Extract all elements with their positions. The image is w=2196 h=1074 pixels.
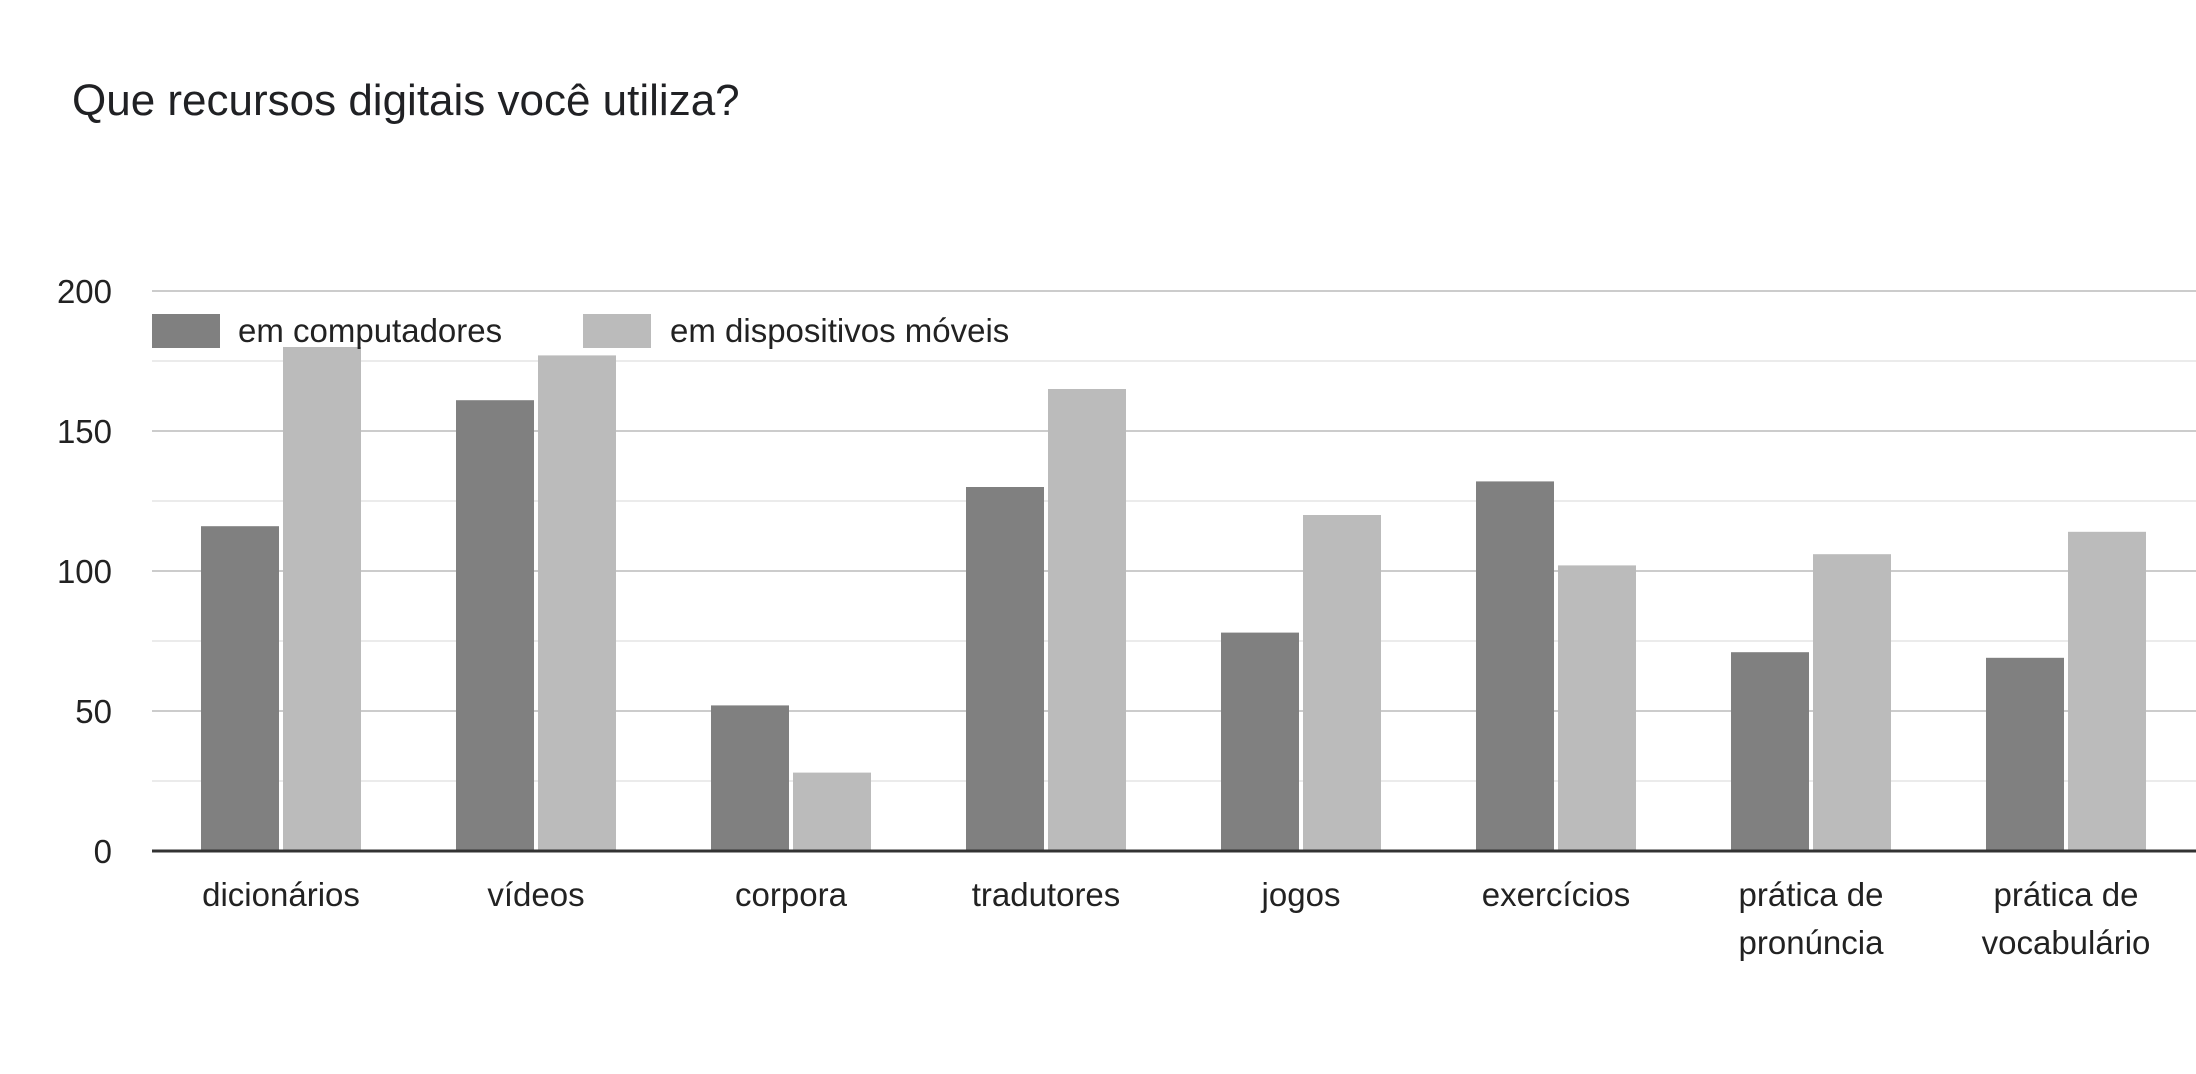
y-tick-label: 100 bbox=[57, 553, 112, 590]
bar-computadores bbox=[456, 400, 534, 851]
y-tick-label: 50 bbox=[75, 693, 112, 730]
x-category-label: tradutores bbox=[972, 876, 1121, 913]
legend: em computadores em dispositivos móveis bbox=[152, 312, 1009, 349]
x-category-label: vídeos bbox=[487, 876, 584, 913]
bar-computadores bbox=[1221, 632, 1299, 851]
x-category-label: prática de bbox=[1994, 876, 2139, 913]
bar-moveis bbox=[283, 347, 361, 851]
bar-computadores bbox=[1731, 652, 1809, 851]
bar-computadores bbox=[966, 487, 1044, 851]
bar-computadores bbox=[1986, 657, 2064, 851]
bars bbox=[201, 347, 2146, 851]
bar-computadores bbox=[1476, 481, 1554, 851]
legend-label: em dispositivos móveis bbox=[670, 312, 1009, 349]
bar-computadores bbox=[201, 526, 279, 851]
x-category-label: corpora bbox=[735, 876, 848, 913]
legend-swatch bbox=[583, 314, 651, 348]
bar-moveis bbox=[1303, 515, 1381, 851]
legend-swatch bbox=[152, 314, 220, 348]
bar-moveis bbox=[538, 355, 616, 851]
x-category-label: prática de bbox=[1739, 876, 1884, 913]
x-category-label: jogos bbox=[1261, 876, 1341, 913]
x-category-label: dicionários bbox=[202, 876, 360, 913]
y-tick-label: 0 bbox=[94, 833, 112, 870]
y-tick-label: 200 bbox=[57, 273, 112, 310]
axes: 0 50 100 150 200 dicionários vídeos corpora trad… bbox=[57, 273, 2196, 961]
y-tick-label: 150 bbox=[57, 413, 112, 450]
x-category-label: pronúncia bbox=[1739, 924, 1885, 961]
bar-moveis bbox=[1813, 554, 1891, 851]
x-category-label: vocabulário bbox=[1982, 924, 2151, 961]
legend-label: em computadores bbox=[238, 312, 502, 349]
bar-moveis bbox=[1048, 389, 1126, 851]
x-category-label: exercícios bbox=[1482, 876, 1631, 913]
bar-moveis bbox=[1558, 565, 1636, 851]
bar-computadores bbox=[711, 705, 789, 851]
chart-title: Que recursos digitais você utiliza? bbox=[72, 76, 740, 125]
bar-moveis bbox=[793, 772, 871, 851]
bar-moveis bbox=[2068, 531, 2146, 851]
